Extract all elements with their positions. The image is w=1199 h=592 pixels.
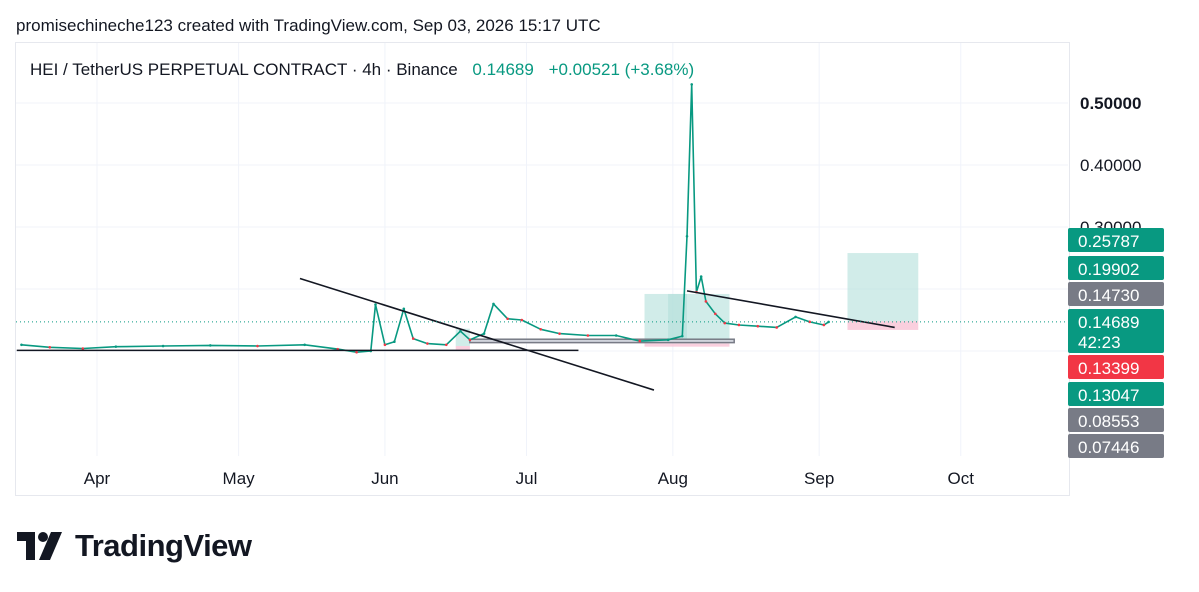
target-zone: [847, 253, 919, 322]
price-point: [374, 303, 377, 306]
price-point: [520, 318, 524, 322]
price-series: [20, 83, 830, 354]
x-tick-label: Oct: [948, 469, 975, 488]
price-point: [586, 334, 590, 337]
y-tick-label: 0.50000: [1080, 94, 1141, 113]
price-point: [393, 340, 396, 344]
price-point: [666, 338, 670, 342]
price-point: [808, 320, 812, 324]
x-tick-label: Aug: [658, 469, 688, 488]
price-point: [558, 332, 561, 335]
price-point: [383, 343, 387, 347]
price-tag: [1068, 256, 1164, 280]
price-tag: [1068, 434, 1164, 458]
grid-lines: [16, 43, 1068, 456]
brand-name: TradingView: [75, 528, 252, 563]
tradingview-logo-icon: [17, 532, 62, 560]
price-point: [256, 344, 259, 348]
last-price: 0.14689: [472, 60, 534, 79]
price-tag-label: 0.14730: [1078, 286, 1139, 305]
x-axis: Apr May Jun Jul Aug Sep Oct: [84, 469, 974, 488]
price-point: [794, 315, 797, 319]
price-tag-label: 0.13047: [1078, 386, 1139, 405]
price-point: [638, 339, 642, 343]
price-point: [459, 329, 462, 333]
price-point: [704, 300, 708, 303]
price-point: [714, 312, 717, 316]
tradingview-brand[interactable]: TradingView: [17, 528, 252, 564]
y-tick-label: 0.40000: [1080, 156, 1141, 175]
price-point: [48, 345, 52, 349]
price-tag: [1068, 382, 1164, 406]
price-point: [20, 343, 23, 347]
price-point: [614, 334, 618, 337]
price-point: [482, 332, 486, 335]
price-point: [81, 347, 85, 350]
stop-zone: [455, 346, 470, 350]
price-tag: [1068, 355, 1164, 379]
price-tag-label: 0.19902: [1078, 260, 1139, 279]
price-point: [539, 328, 542, 331]
price-point: [723, 321, 727, 325]
price-point: [426, 342, 429, 345]
x-tick-label: Jul: [516, 469, 538, 488]
support-bar: [469, 338, 735, 344]
price-tag: [1068, 228, 1164, 252]
stop-zone: [644, 343, 730, 347]
price-tag-label: 0.07446: [1078, 438, 1139, 457]
price-point: [468, 338, 472, 342]
price-point: [822, 323, 826, 327]
price-tag: [1068, 408, 1164, 432]
price-point: [208, 344, 212, 347]
price-point: [685, 235, 689, 238]
x-tick-label: May: [223, 469, 256, 488]
price-point: [492, 302, 495, 306]
price-point: [303, 343, 306, 347]
price-tag-label: 0.25787: [1078, 232, 1139, 251]
countdown-label: 42:23: [1078, 333, 1121, 352]
price-point: [444, 343, 448, 347]
x-tick-label: Apr: [84, 469, 111, 488]
price-point: [402, 307, 406, 311]
price-point: [775, 326, 778, 329]
trendline: [299, 277, 655, 391]
symbol-legend: HEI / TetherUS PERPETUAL CONTRACT · 4h ·…: [30, 60, 694, 80]
price-change: +0.00521 (+3.68%): [548, 60, 695, 79]
x-tick-label: Jun: [371, 469, 398, 488]
price-point: [161, 344, 165, 348]
price-tag-label: 0.14689: [1078, 313, 1139, 332]
price-tag: [1068, 309, 1164, 353]
chart-caption: promisechineche123 created with TradingV…: [16, 16, 601, 35]
price-point: [411, 337, 415, 340]
symbol-title: HEI / TetherUS PERPETUAL CONTRACT · 4h ·…: [30, 60, 458, 79]
price-point: [737, 323, 741, 327]
price-point: [355, 350, 358, 354]
x-tick-label: Sep: [804, 469, 834, 488]
price-tag-label: 0.13399: [1078, 359, 1139, 378]
price-chart[interactable]: Apr May Jun Jul Aug Sep Oct 0.500000.400000.30…: [0, 0, 1199, 500]
price-point: [506, 317, 509, 321]
price-tag: [1068, 282, 1164, 306]
price-point: [690, 83, 694, 86]
price-point: [680, 334, 684, 338]
trendline: [686, 290, 895, 329]
price-point: [756, 324, 760, 328]
position-zones: [455, 253, 919, 350]
price-point: [114, 345, 118, 348]
trendlines: [16, 277, 895, 391]
price-point: [699, 275, 703, 278]
price-tag-label: 0.08553: [1078, 412, 1139, 431]
